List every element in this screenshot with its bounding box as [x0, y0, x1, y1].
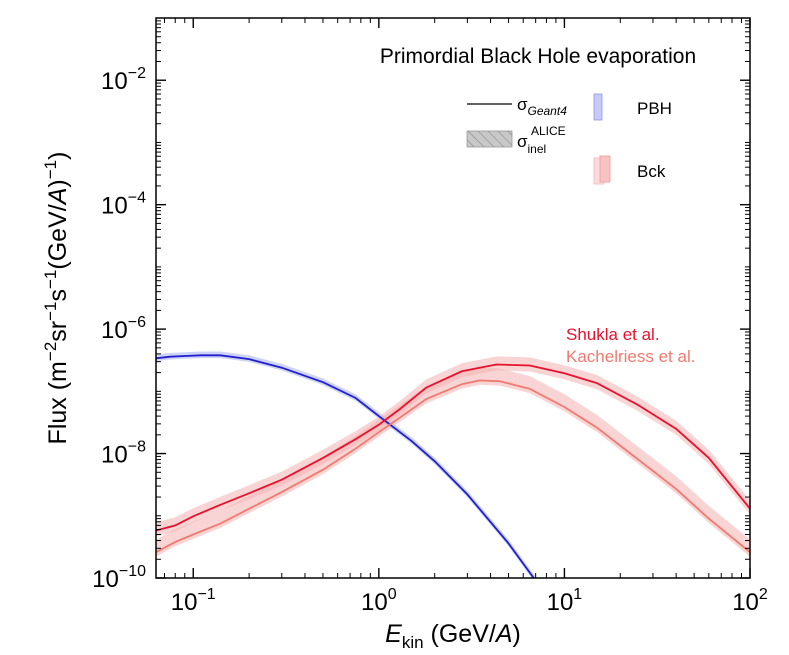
legend-band-hatch	[467, 131, 512, 147]
legend-band-label: σinelALICE	[517, 124, 566, 156]
legend-line-label: σGeant4	[517, 95, 567, 118]
series-line-kachelriess	[156, 379, 750, 553]
series-line-shukla	[156, 363, 750, 532]
x-tick-label: 101	[547, 586, 583, 616]
legend-pbh-label: PBH	[637, 99, 672, 118]
y-tick-label: 10−2	[101, 65, 146, 95]
y-tick-label: 10−10	[92, 563, 146, 593]
chart-title: Primordial Black Hole evaporation	[380, 45, 696, 68]
band-kachelriess	[156, 367, 750, 557]
band-pbh	[156, 351, 537, 578]
axis-ticks	[156, 17, 751, 579]
legend-bck-label: Bck	[637, 162, 666, 181]
x-tick-label: 100	[361, 586, 397, 616]
series-lines	[156, 354, 750, 578]
annotation-shukla: Shukla et al.	[566, 325, 660, 344]
y-tick-label: 10−8	[101, 439, 146, 469]
legend: σGeant4 σinelALICE PBH Bck	[466, 93, 672, 185]
x-tick-label: 10−1	[171, 586, 216, 616]
legend-pbh-swatch	[593, 93, 603, 121]
x-tick-label: 102	[732, 586, 768, 616]
y-axis-title: Flux (m−2sr−1s−1(GeV/A)−1)	[41, 152, 72, 445]
axis-tick-labels: 10−1 100 101 102 10−10 10−8 10−6 10−4 10−2	[92, 65, 768, 616]
uncertainty-bands	[156, 351, 750, 578]
y-tick-label: 10−6	[101, 314, 146, 344]
annotation-kachelriess: Kachelriess et al.	[566, 347, 695, 366]
series-line-pbh	[156, 354, 535, 578]
legend-bck-swatch-b	[599, 155, 611, 183]
plot-frame	[155, 17, 751, 579]
y-tick-label: 10−4	[101, 190, 146, 220]
x-axis-title: Ekin (GeV/A)	[385, 620, 521, 652]
